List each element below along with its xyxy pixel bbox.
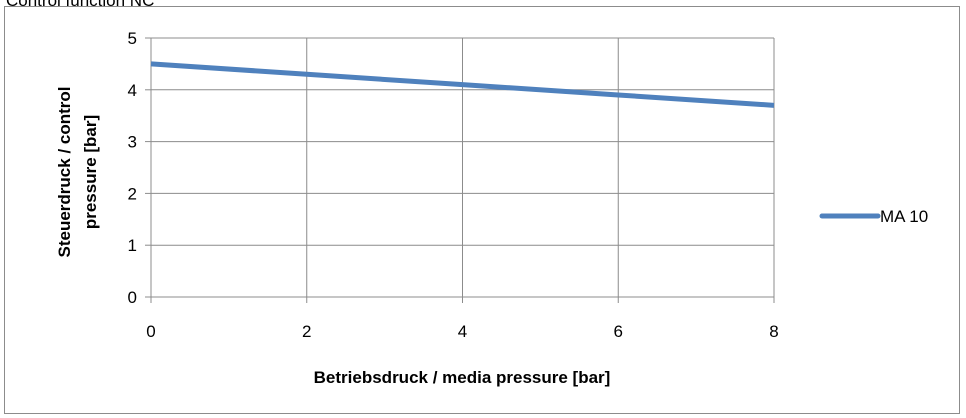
series-lines <box>150 61 775 108</box>
y-tick-label: 1 <box>128 236 137 255</box>
y-tick-label: 0 <box>128 288 137 307</box>
x-axis-title: Betriebsdruck / media pressure [bar] <box>314 368 611 387</box>
tick-labels: 0 1 2 3 4 5 0 2 4 6 8 <box>128 29 779 341</box>
y-axis-title: Steuerdruck / control pressure [bar] <box>55 87 100 258</box>
grid-lines <box>151 37 775 297</box>
axes <box>145 37 775 303</box>
chart-frame <box>4 6 960 414</box>
x-tick-label: 2 <box>302 322 311 341</box>
x-tick-label: 8 <box>769 322 778 341</box>
y-tick-label: 3 <box>128 133 137 152</box>
series-line-ma-10 <box>150 61 775 108</box>
x-tick-label: 4 <box>458 322 467 341</box>
x-tick-label: 6 <box>614 322 623 341</box>
legend-label-ma-10: MA 10 <box>880 207 928 226</box>
y-tick-label: 5 <box>128 29 137 48</box>
chart-caption: Control function NC <box>6 0 155 10</box>
y-tick-label: 2 <box>128 184 137 203</box>
y-tick-label: 4 <box>128 81 137 100</box>
y-axis-title-line-2: pressure [bar] <box>81 115 100 229</box>
legend: MA 10 <box>819 207 928 226</box>
y-axis-title-line-1: Steuerdruck / control <box>55 87 74 258</box>
x-tick-label: 0 <box>146 322 155 341</box>
